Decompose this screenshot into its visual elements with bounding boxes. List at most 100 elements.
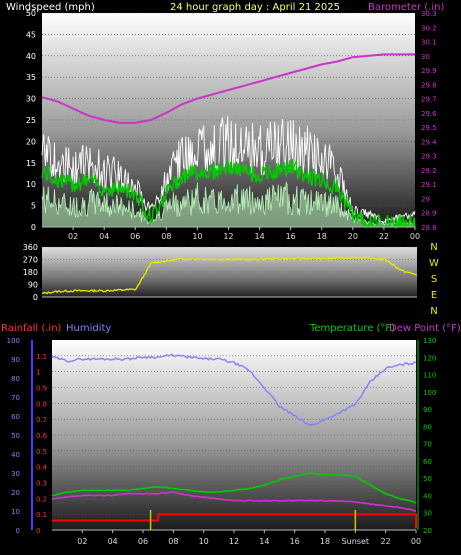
rain-y-tick-label: 0.9 [36,385,47,393]
temperature-x-tick-label: 04 [108,537,118,546]
temperature-x-tick-label: 22 [381,537,391,546]
wind-x-tick-label: 22 [379,232,389,241]
humidity-y-tick-label: 40 [11,451,20,459]
wind-x-tick-label: 00 [410,232,420,241]
direction-y-ticks: 0 90 180 270 360 [23,243,38,302]
wind-y-tick-label: 50 [26,9,36,18]
wind-y-tick-label: 0 [31,223,36,232]
temperature-x-tick-label: Sunset [342,537,369,546]
direction-y-tick-label: 360 [23,243,38,252]
temperature-y-tick-label: 30 [423,510,432,518]
rainfall-line [52,513,417,529]
wind-y-left-ticks: 0 5 10 15 20 25 30 35 40 45 50 [26,9,36,232]
barometer-y-tick-label: 29.5 [421,124,437,132]
humidity-axis-label: Humidity [66,323,111,334]
temperature-x-tick-label: 02 [77,537,87,546]
humidity-line [51,353,417,427]
compass-label: S [431,274,437,285]
rain-y-ticks: 0 0.1 0.2 0.3 0.4 0.5 0.6 0.7 0.8 0.9 1 1.1 [36,353,48,535]
wind-y-tick-label: 25 [26,116,36,125]
barometer-y-tick-label: 28.8 [421,224,437,232]
direction-series [41,256,418,295]
wind-x-tick-label: 08 [161,232,171,241]
rain-y-tick-label: 0.5 [36,448,47,456]
chart-title: 24 hour graph day : April 21 2025 [170,2,340,13]
wind-x-tick-label: 02 [68,232,78,241]
direction-y-tick-label: 90 [28,281,38,290]
wind-x-tick-label: 18 [317,232,327,241]
wind-x-ticks: 02 04 06 08 10 12 14 16 18 20 22 00 [68,227,420,241]
humidity-y-tick-label: 10 [11,508,20,516]
barometer-y-tick-label: 29.2 [421,167,437,175]
humidity-y-tick-label: 60 [11,413,20,421]
temperature-x-ticks: 02 04 06 08 10 12 14 16 18 Sunset 22 00 [77,530,421,546]
wind-y-tick-label: 10 [26,180,36,189]
humidity-y-ticks: 0 10 20 30 40 50 60 70 80 90 100 [7,337,20,535]
windspeed-axis-label: Windspeed (mph) [6,2,95,13]
compass-label: N [430,242,437,253]
humidity-y-tick-label: 0 [16,527,20,535]
temperature-y-tick-label: 70 [423,441,432,449]
temperature-y-tick-label: 90 [423,406,432,414]
compass-label: E [431,290,437,301]
barometer-y-tick-label: 29.7 [421,96,437,104]
barometer-y-tick-label: 29.9 [421,67,437,75]
temperature-y-tick-label: 50 [423,475,432,483]
temperature-series [51,353,417,530]
barometer-y-tick-label: 29.4 [421,138,437,146]
direction-y-tick-label: 180 [23,268,38,277]
temperature-y-tick-label: 20 [423,527,432,535]
temperature-y-tick-label: 40 [423,492,432,500]
humidity-y-tick-label: 20 [11,489,20,497]
wind-x-tick-label: 10 [192,232,202,241]
barometer-y-tick-label: 30.2 [421,24,437,32]
wind-y-tick-label: 15 [26,159,36,168]
humidity-y-tick-label: 70 [11,394,20,402]
wind-x-tick-label: 04 [99,232,109,241]
temperature-x-tick-label: 08 [168,537,178,546]
direction-y-tick-label: 0 [33,293,38,302]
wind-x-tick-label: 20 [348,232,358,241]
temperature-x-tick-label: 14 [259,537,269,546]
wind-y-tick-label: 45 [26,30,36,39]
rain-y-tick-label: 0.7 [36,416,47,424]
barometer-y-tick-label: 29.8 [421,81,437,89]
wind-series [41,53,416,230]
temperature-y-tick-label: 80 [423,423,432,431]
barometer-y-right-ticks: 28.8 28.9 29 29.1 29.2 29.3 29.4 29.5 29.6 29.7 29… [421,10,437,232]
temperature-x-tick-label: 12 [229,537,239,546]
rainfall-axis-label: Rainfall (.in) [1,323,62,334]
wind-x-tick-label: 16 [286,232,296,241]
rain-y-tick-label: 0.8 [36,400,47,408]
dewpoint-axis-label: Dew Point (°F) [389,323,461,334]
barometer-y-tick-label: 29.6 [421,110,437,118]
direction-y-tick-label: 270 [23,256,38,265]
barometer-y-tick-label: 28.9 [421,210,437,218]
wind-x-tick-label: 06 [130,232,140,241]
dewpoint-line [51,490,417,513]
barometer-y-tick-label: 29.3 [421,153,437,161]
wind-y-tick-label: 20 [26,137,36,146]
rain-y-tick-label: 0.6 [36,432,48,440]
compass-label: N [430,306,437,317]
temperature-x-tick-label: 16 [290,537,300,546]
barometer-y-tick-label: 30.3 [421,10,437,18]
wind-y-tick-label: 40 [26,52,36,61]
rain-y-tick-label: 1 [36,369,40,377]
temperature-y-ticks: 20 30 40 50 60 70 80 90 100 110 120 130 [423,337,436,535]
wind-x-tick-label: 12 [223,232,233,241]
barometer-y-tick-label: 29.1 [421,181,437,189]
wind-y-tick-label: 30 [26,95,36,104]
temperature-x-tick-label: 18 [320,537,330,546]
barometer-line [41,53,415,124]
wind-y-tick-label: 35 [26,73,36,82]
temperature-axis-label: Temperature (°F) [309,323,395,334]
wind-y-tick-label: 5 [31,202,36,211]
rain-y-tick-label: 0.1 [36,511,47,519]
temperature-y-tick-label: 130 [423,337,436,345]
